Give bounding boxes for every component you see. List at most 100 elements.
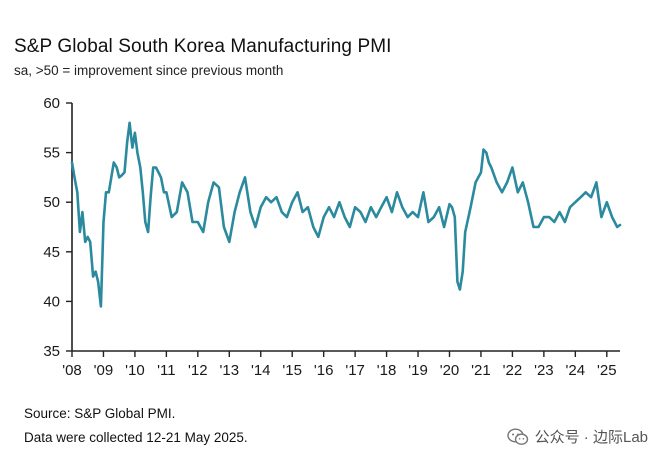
data-point	[152, 166, 154, 169]
data-point	[580, 196, 582, 198]
data-point	[433, 216, 435, 218]
x-axis: '08 '09 '10 '11 '12 '13 '14 '15 '16 '17 '18 '19 '20 '…	[62, 350, 620, 379]
chart-title: S&P Global South Korea Manufacturing PMI	[14, 36, 392, 57]
data-point	[249, 211, 251, 213]
y-tick-label: 35	[43, 343, 60, 360]
data-point	[191, 221, 194, 223]
data-point	[333, 216, 335, 218]
data-point	[344, 216, 346, 218]
data-point	[116, 166, 118, 169]
x-tick-label: '24	[566, 362, 586, 379]
x-tick-label: '17	[345, 362, 365, 379]
data-point	[564, 221, 566, 223]
watermark: 公众号 · 边际Lab	[506, 426, 648, 447]
x-tick-label: '21	[471, 362, 491, 379]
data-point	[354, 206, 356, 208]
data-point	[456, 281, 458, 283]
data-point	[323, 216, 325, 218]
data-point	[202, 231, 204, 233]
data-point	[511, 166, 513, 169]
data-point	[448, 203, 451, 205]
data-point	[527, 201, 529, 203]
data-point	[459, 288, 461, 291]
data-point	[595, 181, 598, 183]
data-point	[375, 216, 377, 218]
data-point	[239, 191, 241, 193]
data-point	[207, 201, 209, 203]
data-point	[286, 216, 288, 218]
data-point	[616, 226, 618, 228]
data-point	[244, 176, 246, 178]
data-point	[349, 226, 351, 228]
pmi-line-chart: 60 55 50 45 40 35 '08 '09 '10 '11 '12 '13 '14 '15 '16…	[43, 95, 622, 379]
x-tick-label: '14	[251, 362, 271, 379]
data-point	[443, 226, 445, 228]
data-point	[186, 191, 189, 193]
data-point	[490, 166, 492, 169]
data-point	[121, 174, 123, 176]
x-tick-label: '13	[220, 362, 240, 379]
data-point	[391, 211, 393, 213]
data-point	[97, 281, 99, 283]
data-point	[590, 196, 592, 198]
data-point	[370, 206, 372, 208]
data-point	[223, 226, 225, 228]
x-tick-label: '16	[314, 362, 334, 379]
data-point	[160, 176, 162, 178]
data-point	[417, 216, 419, 218]
data-point	[129, 122, 131, 124]
data-point	[302, 211, 304, 213]
data-point	[79, 231, 81, 233]
watermark-text: 公众号 · 边际Lab	[534, 429, 648, 446]
data-point	[438, 206, 440, 208]
data-point	[611, 216, 613, 218]
data-point	[92, 276, 94, 278]
x-tick-label: '12	[188, 362, 208, 379]
data-point	[108, 191, 110, 193]
data-point	[464, 231, 466, 233]
data-point	[454, 216, 456, 218]
x-tick-label: '18	[377, 362, 397, 379]
data-point	[537, 226, 540, 228]
data-point	[176, 211, 178, 213]
data-point	[89, 241, 91, 243]
data-point	[485, 152, 487, 154]
data-point	[407, 216, 409, 218]
x-tick-label: '15	[282, 362, 302, 379]
data-point	[501, 191, 503, 193]
data-point	[317, 236, 319, 238]
data-point	[574, 201, 576, 203]
data-point	[139, 166, 141, 169]
data-point	[171, 216, 173, 218]
y-tick-label: 60	[43, 95, 60, 112]
data-point	[488, 161, 490, 164]
data-point	[451, 206, 453, 208]
data-point	[144, 221, 146, 223]
data-point	[163, 191, 165, 193]
data-point	[427, 221, 429, 223]
data-point	[496, 181, 498, 183]
y-tick-label: 50	[43, 194, 60, 211]
data-point	[155, 166, 157, 169]
data-point	[87, 236, 89, 238]
data-point	[619, 224, 621, 226]
data-point	[142, 191, 144, 193]
data-point	[95, 271, 97, 273]
data-point	[270, 201, 272, 203]
y-tick-label: 45	[43, 244, 60, 261]
data-point	[380, 206, 382, 208]
data-point	[228, 241, 230, 243]
data-point	[123, 171, 126, 173]
data-point	[265, 196, 267, 198]
data-point	[131, 147, 133, 149]
data-point	[275, 196, 278, 198]
x-tick-label: '08	[62, 362, 82, 379]
x-tick-label: '11	[157, 362, 175, 379]
data-point	[482, 149, 485, 151]
data-point	[396, 191, 398, 193]
x-tick-label: '09	[94, 362, 114, 379]
data-point	[291, 201, 293, 203]
data-point	[281, 211, 283, 213]
data-point	[113, 161, 115, 164]
data-point	[105, 191, 107, 193]
